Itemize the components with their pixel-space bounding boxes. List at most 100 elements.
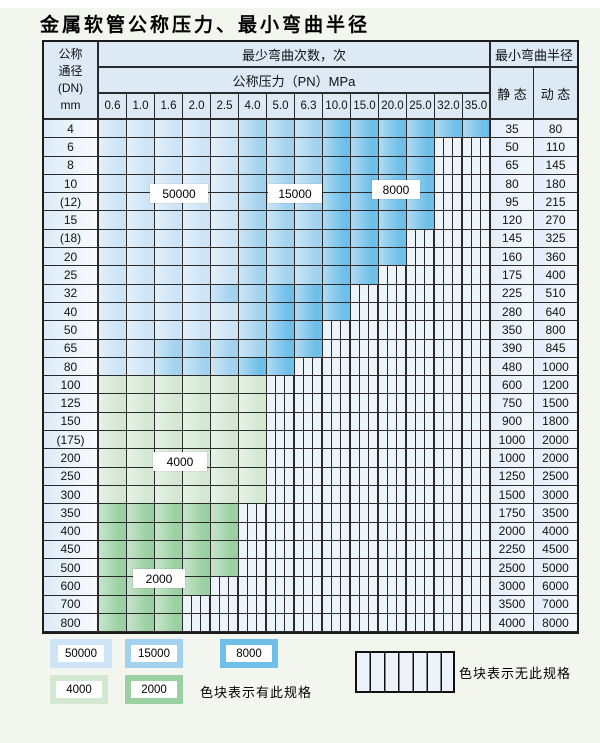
row-label-dn: (12) (44, 193, 99, 212)
spec-zone-cell (239, 156, 267, 175)
no-spec-cell (379, 540, 407, 560)
no-spec-cell (407, 485, 435, 505)
page-title: 金属软管公称压力、最小弯曲半径 (40, 14, 371, 36)
spec-zone-cell (211, 266, 239, 285)
no-spec-cell (463, 412, 491, 432)
spec-zone-cell (323, 284, 351, 303)
spec-zone-cell (239, 485, 267, 505)
spec-zone-cell (295, 321, 323, 340)
no-spec-cell (295, 614, 323, 633)
no-spec-cell (267, 431, 295, 450)
no-spec-cell (351, 449, 379, 468)
dynamic-radius-value: 2000 (534, 449, 577, 468)
spec-zone-cell (99, 412, 127, 432)
no-spec-cell (435, 467, 463, 486)
spec-zone-cell (127, 449, 155, 468)
static-radius-value: 3000 (491, 577, 534, 596)
static-radius-value: 480 (491, 357, 534, 377)
no-spec-cell (267, 504, 295, 523)
no-spec-cell (351, 504, 379, 523)
spec-zone-cell (407, 211, 435, 230)
no-spec-cell (435, 229, 463, 249)
spec-zone-cell (183, 266, 211, 285)
spec-zone-cell (127, 284, 155, 303)
no-spec-cell (267, 412, 295, 432)
spec-zone-cell (99, 229, 127, 249)
dynamic-radius-value: 270 (534, 211, 577, 230)
spec-zone-cell (99, 431, 127, 450)
no-spec-cell (183, 614, 211, 633)
spec-zone-cell (407, 138, 435, 157)
spec-zone-cell (323, 174, 351, 194)
no-spec-cell (463, 559, 491, 578)
no-spec-cell (435, 156, 463, 175)
spec-zone-cell (239, 138, 267, 157)
spec-zone-cell (155, 284, 183, 303)
spec-zone-cell (211, 467, 239, 486)
row-label-dn: 8 (44, 156, 99, 175)
dn-header-line: 通径 (58, 64, 83, 79)
spec-zone-cell (295, 120, 323, 139)
static-radius-value: 80 (491, 174, 534, 194)
spec-zone-cell (211, 211, 239, 230)
no-spec-cell (323, 614, 351, 633)
no-spec-cell (351, 339, 379, 358)
spec-zone-cell (99, 614, 127, 633)
spec-zone-cell (323, 302, 351, 322)
spec-zone-cell (183, 504, 211, 523)
no-spec-cell (239, 595, 267, 615)
no-spec-cell (435, 412, 463, 432)
spec-zone-cell (295, 302, 323, 322)
static-radius-value: 2000 (491, 522, 534, 541)
cycle-label-50000: 50000 (150, 184, 208, 203)
no-spec-cell (351, 577, 379, 596)
spec-zone-cell (99, 522, 127, 541)
no-spec-cell (407, 284, 435, 303)
row-label-dn: 250 (44, 467, 99, 486)
spec-zone-cell (183, 412, 211, 432)
spec-zone-cell (211, 394, 239, 413)
spec-zone-cell (127, 211, 155, 230)
dynamic-radius-value: 400 (534, 266, 577, 285)
dynamic-radius-value: 3000 (534, 485, 577, 505)
spec-zone-cell (127, 302, 155, 322)
static-radius-value: 4000 (491, 614, 534, 633)
no-spec-cell (463, 248, 491, 267)
spec-zone-cell (183, 485, 211, 505)
spec-zone-cell (407, 156, 435, 175)
no-spec-cell (463, 357, 491, 377)
spec-zone-cell (323, 229, 351, 249)
dynamic-radius-value: 145 (534, 156, 577, 175)
no-spec-cell (323, 394, 351, 413)
spec-zone-cell (267, 229, 295, 249)
static-radius-value: 50 (491, 138, 534, 157)
spec-zone-cell (127, 431, 155, 450)
row-label-dn: 600 (44, 577, 99, 596)
no-spec-cell (407, 595, 435, 615)
no-spec-cell (211, 595, 239, 615)
spec-zone-cell (211, 504, 239, 523)
spec-zone-cell (239, 412, 267, 432)
no-spec-cell (267, 394, 295, 413)
pressure-header-cell: 5.0 (267, 94, 295, 120)
no-spec-cell (407, 394, 435, 413)
row-label-dn: 4 (44, 120, 99, 139)
spec-zone-cell (267, 321, 295, 340)
no-spec-cell (351, 467, 379, 486)
pressure-header-cell: 10.0 (323, 94, 351, 120)
no-spec-cell (323, 595, 351, 615)
spec-zone-cell (379, 156, 407, 175)
spec-zone-cell (351, 248, 379, 267)
no-spec-cell (267, 540, 295, 560)
spec-zone-cell (155, 540, 183, 560)
no-spec-cell (435, 577, 463, 596)
legend-swatch-label: 4000 (56, 681, 102, 698)
spec-zone-cell (155, 412, 183, 432)
no-spec-cell (463, 138, 491, 157)
static-column-header: 静 态 (491, 68, 534, 120)
row-label-dn: 10 (44, 174, 99, 194)
spec-zone-cell (351, 211, 379, 230)
static-radius-value: 1250 (491, 467, 534, 486)
spec-zone-cell (155, 504, 183, 523)
spec-zone-cell (239, 394, 267, 413)
